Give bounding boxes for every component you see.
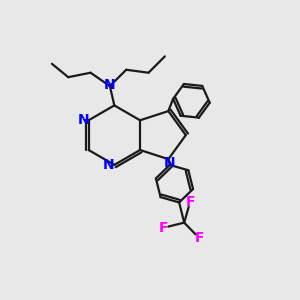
Text: F: F bbox=[185, 195, 195, 209]
Text: F: F bbox=[194, 231, 204, 245]
Text: N: N bbox=[77, 113, 89, 127]
Text: N: N bbox=[104, 78, 116, 92]
Text: F: F bbox=[159, 221, 168, 235]
Text: N: N bbox=[103, 158, 115, 172]
Text: N: N bbox=[164, 156, 176, 170]
